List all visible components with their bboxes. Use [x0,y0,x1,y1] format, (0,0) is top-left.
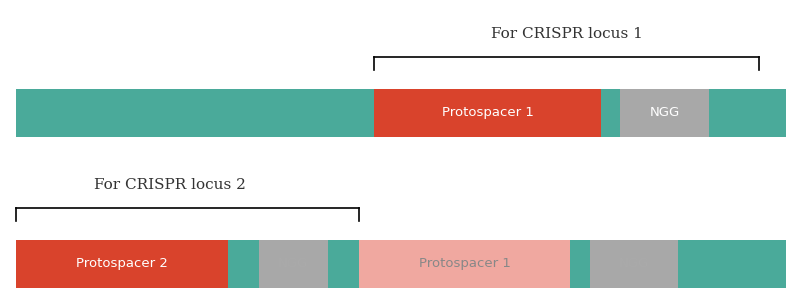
Text: NGG: NGG [650,107,680,120]
Text: For CRISPR locus 1: For CRISPR locus 1 [491,28,642,41]
Text: NGG: NGG [619,258,649,271]
Text: NGG: NGG [278,258,308,271]
Bar [228,240,258,287]
Bar [602,89,621,136]
Bar [16,240,228,287]
Text: Protospacer 1: Protospacer 1 [442,107,533,120]
Bar [621,89,709,136]
Bar [358,240,570,287]
Text: Protospacer 1: Protospacer 1 [419,258,510,271]
Bar [589,240,678,287]
Text: Protospacer 2: Protospacer 2 [76,258,168,271]
Bar [678,240,786,287]
Bar [709,89,786,136]
Text: For CRISPR locus 2: For CRISPR locus 2 [94,178,246,192]
Bar [258,240,328,287]
Bar [570,240,589,287]
Bar [374,89,602,136]
Bar [16,89,374,136]
Bar [328,240,358,287]
